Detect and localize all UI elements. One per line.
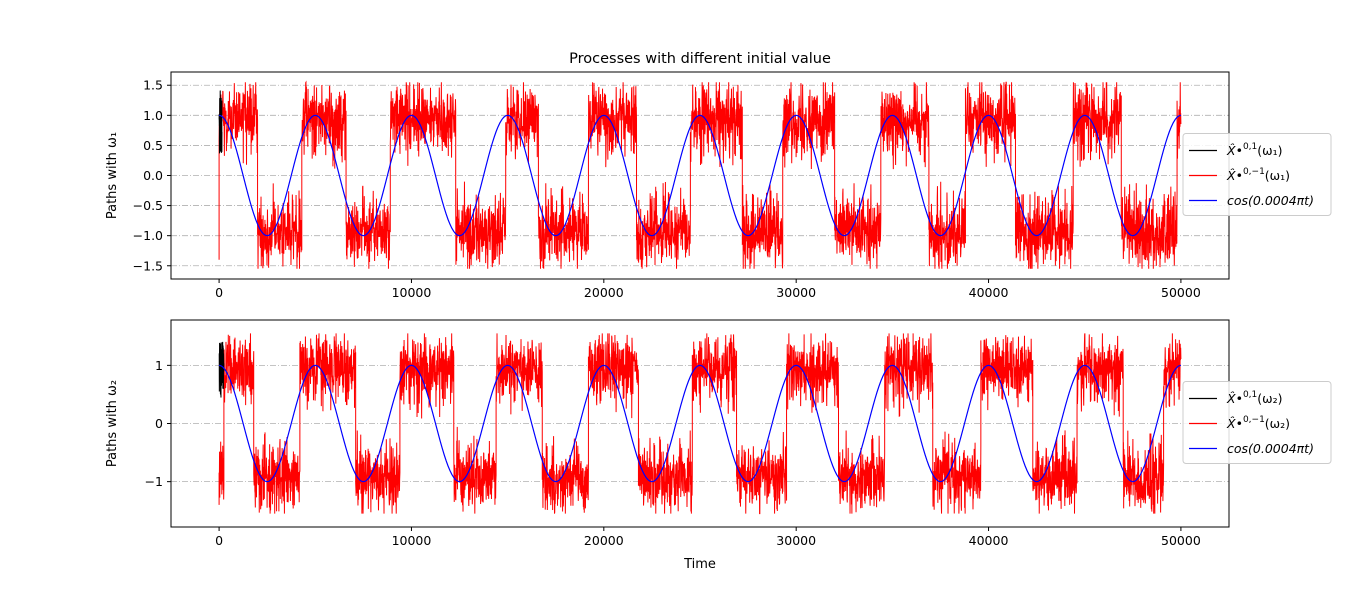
x-tick-label: 30000 [776,285,816,300]
y-tick-label: 1.5 [143,78,163,93]
x-tick-label: 40000 [969,533,1009,548]
x-tick-label: 10000 [392,533,432,548]
legend: X̂•0,1(ω₂) X̂•0,−1(ω₂) cos(0.0004πt) [1182,381,1332,464]
figure-title: Processes with different initial value [569,51,831,67]
series-line-blue [218,114,1182,237]
y-tick-label: 0.0 [143,168,163,183]
y-tick-label: 1 [155,358,163,373]
bottom-panel: 0 10000 20000 30000 40000 50000 −1 0 1 Paths with… [105,319,1332,548]
legend-box [1182,381,1332,464]
plot-area [218,80,1182,269]
series-line-black [218,90,223,154]
x-tick-label: 50000 [1161,285,1201,300]
legend-label: cos(0.0004πt) [1227,193,1314,208]
series-line-blue [218,364,1182,483]
legend-label: cos(0.0004πt) [1227,441,1314,456]
plot-area [218,333,1182,515]
series-line-red [218,333,1182,515]
x-tick-label: 20000 [584,533,624,548]
x-axis-label: Time [683,557,716,572]
series-line-black [218,341,225,398]
legend: X̂•0,1(ω₁) X̂•0,−1(ω₁) cos(0.0004πt) [1182,133,1332,216]
legend-label: X̂•0,−1(ω₁) [1226,167,1290,183]
y-tick-label: −1 [145,474,163,489]
x-tick-label: 50000 [1161,533,1201,548]
legend-label: X̂•0,1(ω₂) [1226,390,1283,406]
x-tick-label: 20000 [584,285,624,300]
x-tick-label: 10000 [392,285,432,300]
y-tick-label: 0 [155,416,163,431]
series-line-red [218,80,1182,269]
legend-box [1182,133,1332,216]
y-axis-label: Paths with ω₁ [105,132,120,219]
x-tick-label: 30000 [776,533,816,548]
x-tick-label: 0 [215,533,223,548]
legend-label: X̂•0,1(ω₁) [1226,142,1283,158]
y-tick-label: 0.5 [143,138,163,153]
y-tick-label: −0.5 [133,198,163,213]
legend-label: X̂•0,−1(ω₂) [1226,415,1290,431]
y-axis-label: Paths with ω₂ [105,380,120,467]
x-tick-label: 40000 [969,285,1009,300]
y-tick-label: 1.0 [143,108,163,123]
top-panel: 0 10000 20000 30000 40000 50000 −1.5 −1.0 −0.5 0.… [105,71,1332,300]
y-tick-label: −1.5 [133,258,163,273]
x-tick-label: 0 [215,285,223,300]
y-tick-label: −1.0 [133,228,163,243]
